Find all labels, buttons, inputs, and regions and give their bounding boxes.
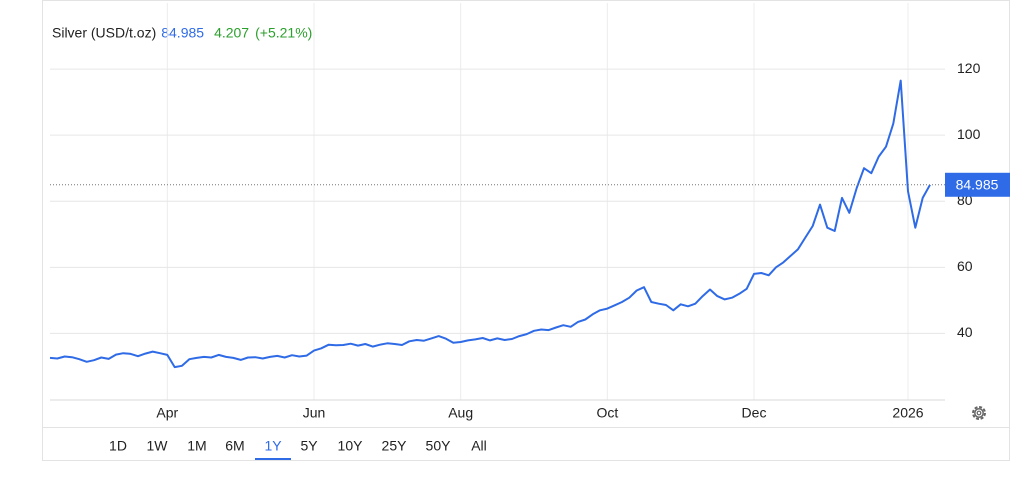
last-price-tag (945, 172, 1010, 197)
last-price-label: 84.985 (956, 176, 999, 192)
y-tick-label: 40 (957, 324, 973, 340)
y-tick-label: 60 (957, 258, 973, 274)
last-price: 84.985 (161, 25, 204, 41)
range-button[interactable]: 1W (147, 438, 169, 454)
x-tick-label: 2026 (892, 405, 923, 421)
price-line (49, 79, 931, 369)
gear-hub (976, 410, 982, 416)
x-tick-label: Apr (156, 405, 178, 421)
range-button[interactable]: All (471, 438, 487, 454)
settings-icon[interactable] (972, 406, 986, 420)
range-button[interactable]: 1Y (264, 438, 282, 454)
change-percent: (+5.21%) (255, 25, 312, 41)
x-tick-label: Dec (742, 405, 767, 421)
range-button[interactable]: 25Y (382, 438, 408, 454)
y-tick-label: 100 (957, 126, 981, 142)
x-tick-label: Oct (596, 405, 618, 421)
x-tick-label: Jun (303, 405, 326, 421)
gear-teeth (972, 406, 986, 420)
range-button[interactable]: 10Y (338, 438, 364, 454)
range-button[interactable]: 1M (187, 438, 206, 454)
gear-body (974, 408, 984, 418)
frame (42, 0, 1010, 461)
change: 4.207 (214, 25, 249, 41)
range-button[interactable]: 50Y (426, 438, 452, 454)
range-button[interactable]: 1D (109, 438, 127, 454)
range-button[interactable]: 5Y (300, 438, 318, 454)
x-tick-label: Aug (448, 405, 473, 421)
chart-title: Silver (USD/t.oz) (52, 25, 156, 41)
y-tick-label: 120 (957, 60, 981, 76)
range-button[interactable]: 6M (225, 438, 244, 454)
